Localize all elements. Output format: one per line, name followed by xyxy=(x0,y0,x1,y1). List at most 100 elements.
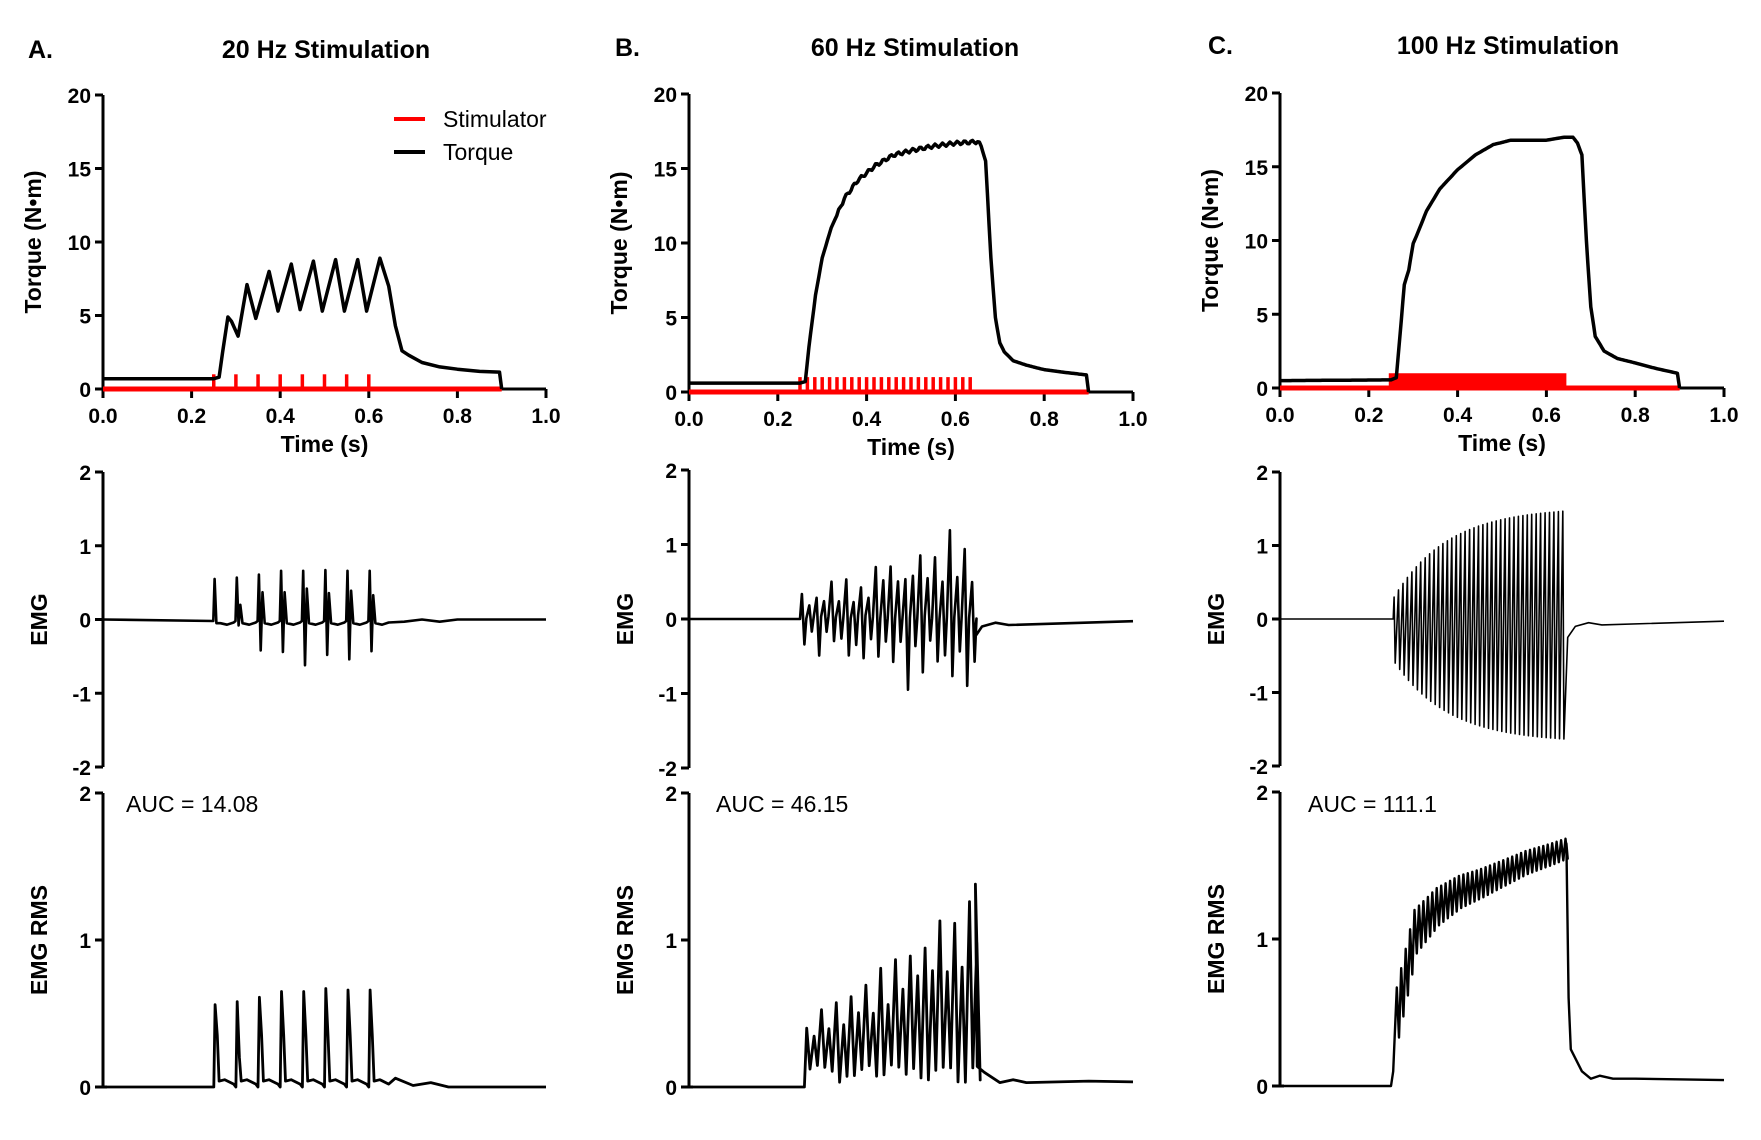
emg-c-y-tick-label: -2 xyxy=(1249,756,1268,779)
torque-a-x-tick-label: 0.8 xyxy=(443,405,473,428)
torque-c-y-tick-label: 15 xyxy=(1245,157,1269,180)
emg-rms-a-y-axis-label: EMG RMS xyxy=(26,885,52,995)
panel-title-b: 60 Hz Stimulation xyxy=(811,34,1019,62)
legend-label-stimulator: Stimulator xyxy=(443,106,547,132)
torque-b-y-tick-label: 20 xyxy=(654,84,677,107)
emg-c-y-tick-label: -1 xyxy=(1249,683,1268,706)
torque-a-y-axis-label: Torque (N•m) xyxy=(20,170,46,313)
emg-rms-a-y-tick-label: 1 xyxy=(79,930,91,953)
emg-c-y-tick-label: 0 xyxy=(1256,609,1268,632)
torque-a-x-tick-label: 0.6 xyxy=(354,405,383,428)
emg-b-y-tick-label: 0 xyxy=(665,609,677,632)
emg-rms-b-y-tick-label: 0 xyxy=(665,1077,677,1100)
torque-c-x-tick-label: 0.2 xyxy=(1354,404,1383,427)
stimulator-pulse-train-c xyxy=(1388,373,1567,388)
emg-b-y-tick-label: 1 xyxy=(665,535,677,558)
torque-trace-b xyxy=(689,138,1091,393)
panel-letter-c: C. xyxy=(1208,32,1233,60)
emg-rms-c-y-axis-label: EMG RMS xyxy=(1203,884,1229,994)
emg-trace-c xyxy=(1280,510,1725,740)
emg-b-y-axis-label: EMG xyxy=(612,593,638,645)
emg-a-y-tick-label: 1 xyxy=(79,536,91,559)
emg-rms-chart-a: 0 1 2 EMG RMS xyxy=(26,783,546,1100)
torque-c-y-tick-label: 20 xyxy=(1245,83,1268,106)
emg-rms-chart-b: 0 1 2 EMG RMS xyxy=(612,783,1134,1100)
torque-b-y-tick-label: 10 xyxy=(654,233,677,256)
torque-a-y-tick-label: 0 xyxy=(79,379,91,402)
torque-chart-b: 0 5 10 15 20 Torque (N•m) 0.0 0.2 0.4 0.6 0.8 1.0 Ti… xyxy=(606,84,1148,460)
legend-label-torque: Torque xyxy=(443,139,513,165)
panel-headers: A. 20 Hz Stimulation B. 60 Hz Stimulatio… xyxy=(28,32,1619,64)
panel-title-a: 20 Hz Stimulation xyxy=(222,36,430,64)
torque-trace-c xyxy=(1280,135,1682,389)
emg-a-y-axis-label: EMG xyxy=(26,593,52,645)
auc-annotations: AUC = 14.08 AUC = 46.15 AUC = 111.1 xyxy=(126,791,1437,817)
torque-a-x-tick-label: 0.2 xyxy=(177,405,206,428)
torque-c-x-tick-label: 1.0 xyxy=(1709,404,1738,427)
torque-c-x-axis-label: Time (s) xyxy=(1458,430,1546,456)
emg-a-y-tick-label: -2 xyxy=(72,757,91,780)
torque-chart-a: 0 5 10 15 20 Torque (N•m) 0.0 0.2 0.4 0.6 0.8 1.0 Ti… xyxy=(20,85,561,457)
torque-c-x-tick-label: 0.4 xyxy=(1443,404,1473,427)
torque-a-y-tick-label: 15 xyxy=(68,159,92,182)
auc-label-a: AUC = 14.08 xyxy=(126,791,258,817)
emg-b-y-tick-label: -2 xyxy=(658,758,677,781)
torque-a-y-tick-label: 5 xyxy=(79,306,91,329)
torque-c-x-tick-label: 0.8 xyxy=(1621,404,1651,427)
torque-a-y-tick-label: 10 xyxy=(68,232,91,255)
torque-a-x-tick-label: 1.0 xyxy=(531,405,560,428)
torque-c-y-tick-label: 10 xyxy=(1245,231,1268,254)
torque-b-y-tick-label: 15 xyxy=(654,159,678,182)
emg-chart-a: -2 -1 0 1 2 EMG xyxy=(26,462,546,780)
emg-a-y-tick-label: 2 xyxy=(79,462,91,485)
torque-c-x-tick-label: 0.6 xyxy=(1532,404,1561,427)
torque-a-y-tick-label: 20 xyxy=(68,85,91,108)
panel-letter-b: B. xyxy=(615,34,640,62)
emg-b-y-tick-label: -1 xyxy=(658,684,677,707)
torque-b-x-tick-label: 0.0 xyxy=(674,408,703,431)
torque-b-x-tick-label: 0.8 xyxy=(1030,408,1060,431)
torque-chart-c: 0 5 10 15 20 Torque (N•m) 0.0 0.2 0.4 0.6 0.8 1.0 Ti… xyxy=(1197,83,1739,456)
torque-b-y-tick-label: 0 xyxy=(665,382,677,405)
emg-rms-trace-a xyxy=(103,987,546,1089)
torque-b-y-axis-label: Torque (N•m) xyxy=(606,171,632,314)
emg-rms-c-y-tick-label: 1 xyxy=(1256,929,1268,952)
emg-trace-a xyxy=(102,568,546,667)
legend: Stimulator Torque xyxy=(394,106,547,165)
torque-a-x-tick-label: 0.4 xyxy=(266,405,296,428)
emg-rms-b-y-axis-label: EMG RMS xyxy=(612,885,638,995)
torque-a-x-axis-label: Time (s) xyxy=(281,431,369,457)
emg-rms-trace-c xyxy=(1280,837,1725,1088)
emg-a-y-tick-label: -1 xyxy=(72,683,91,706)
emg-a-y-tick-label: 0 xyxy=(79,610,91,633)
auc-label-b: AUC = 46.15 xyxy=(716,791,848,817)
torque-b-x-tick-label: 0.6 xyxy=(941,408,970,431)
torque-b-x-tick-label: 1.0 xyxy=(1118,408,1147,431)
emg-c-y-tick-label: 1 xyxy=(1256,536,1268,559)
emg-trace-b xyxy=(689,528,1134,691)
emg-rms-c-y-tick-label: 0 xyxy=(1256,1076,1268,1099)
emg-rms-b-y-tick-label: 1 xyxy=(665,930,677,953)
emg-chart-b: -2 -1 0 1 2 EMG xyxy=(612,460,1134,781)
emg-rms-a-y-tick-label: 2 xyxy=(79,783,91,806)
torque-c-y-axis-label: Torque (N•m) xyxy=(1197,169,1223,312)
torque-c-y-tick-label: 5 xyxy=(1256,304,1268,327)
emg-rms-chart-c: 0 1 2 EMG RMS xyxy=(1203,782,1725,1099)
torque-trace-a xyxy=(103,256,504,390)
emg-rms-a-y-tick-label: 0 xyxy=(79,1077,91,1100)
torque-b-x-axis-label: Time (s) xyxy=(867,434,955,460)
torque-c-x-tick-label: 0.0 xyxy=(1265,404,1294,427)
torque-a-x-tick-label: 0.0 xyxy=(88,405,117,428)
panel-title-c: 100 Hz Stimulation xyxy=(1397,32,1619,60)
emg-rms-b-y-tick-label: 2 xyxy=(665,783,677,806)
emg-chart-c: -2 -1 0 1 2 EMG xyxy=(1203,462,1725,779)
auc-label-c: AUC = 111.1 xyxy=(1308,791,1437,817)
torque-c-y-tick-label: 0 xyxy=(1256,378,1268,401)
panel-letter-a: A. xyxy=(28,36,53,64)
emg-rms-c-y-tick-label: 2 xyxy=(1256,782,1268,805)
emg-c-y-tick-label: 2 xyxy=(1256,462,1268,485)
torque-b-x-tick-label: 0.4 xyxy=(852,408,882,431)
emg-b-y-tick-label: 2 xyxy=(665,460,677,483)
emg-rms-trace-b xyxy=(689,882,1134,1089)
